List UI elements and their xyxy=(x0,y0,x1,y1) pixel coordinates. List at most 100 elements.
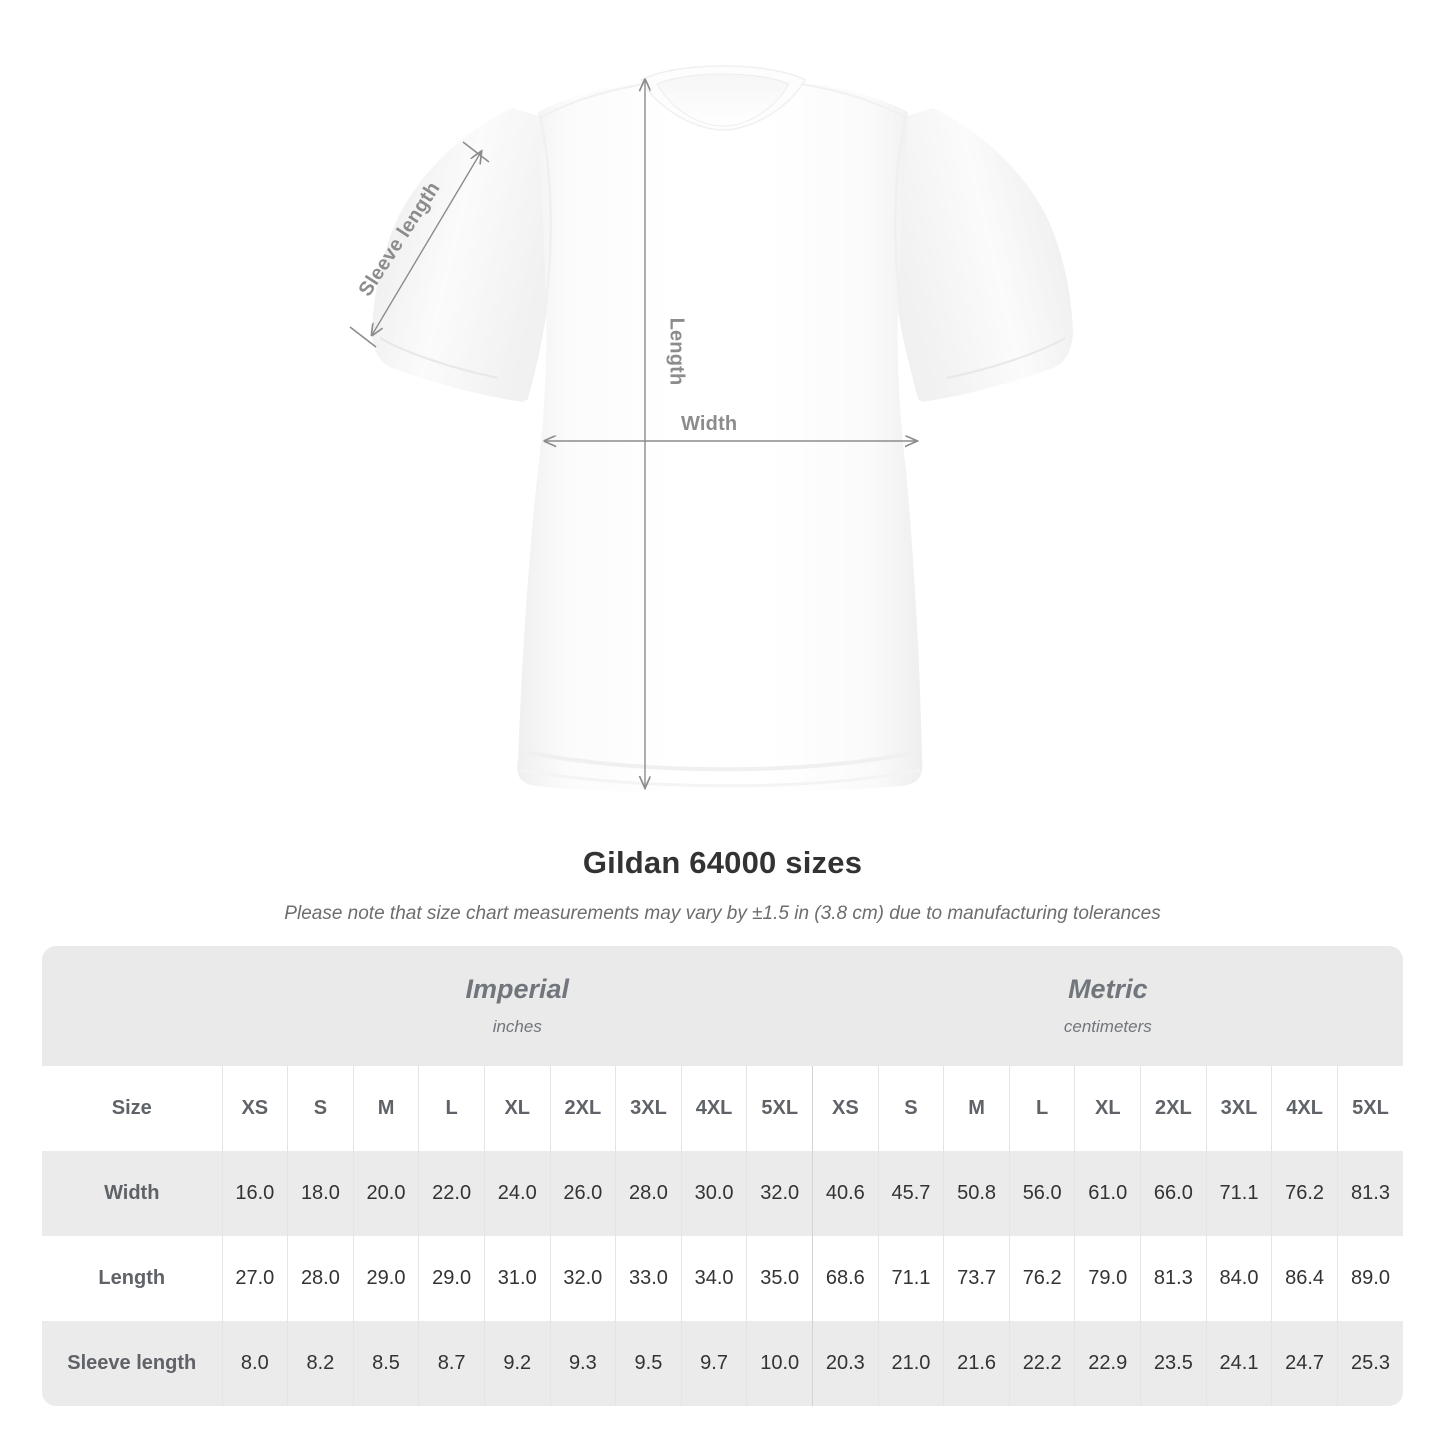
measurement-cell: 10.0 xyxy=(746,1321,813,1406)
size-header-cell: 2XL xyxy=(1140,1066,1207,1151)
measurement-cell: 29.0 xyxy=(352,1236,419,1321)
size-header-cell: S xyxy=(287,1066,354,1151)
measurement-cell: 20.3 xyxy=(812,1321,879,1406)
size-header-cell: XL xyxy=(1074,1066,1141,1151)
measurement-cell: 61.0 xyxy=(1074,1151,1141,1236)
measurement-cell: 27.0 xyxy=(221,1236,288,1321)
collar-opening xyxy=(656,73,790,127)
measurement-cell: 30.0 xyxy=(680,1151,747,1236)
measurement-cell: 32.0 xyxy=(746,1151,813,1236)
row-header-sleeve-length: Sleeve length xyxy=(42,1321,222,1406)
sleeve-tick-bottom xyxy=(349,326,377,348)
group-unit: centimeters xyxy=(1063,1016,1152,1036)
measurement-cell: 24.0 xyxy=(483,1151,551,1236)
hem-line xyxy=(523,750,919,772)
hem-line-2 xyxy=(519,768,921,788)
measurement-cell: 31.0 xyxy=(483,1236,551,1321)
measurement-cell: 24.1 xyxy=(1205,1321,1272,1406)
right-sleeve-hem xyxy=(946,337,1066,379)
group-header-imperial: Imperial inches xyxy=(222,946,813,1066)
measurement-cell: 8.5 xyxy=(352,1321,419,1406)
left-sleeve-hem xyxy=(379,337,499,379)
measurement-cell: 25.3 xyxy=(1336,1321,1403,1406)
size-header-cell: M xyxy=(943,1066,1010,1151)
measurement-cell: 16.0 xyxy=(221,1151,288,1236)
measurement-cell: 9.5 xyxy=(615,1321,682,1406)
measurement-cell: 73.7 xyxy=(943,1236,1010,1321)
group-unit: inches xyxy=(492,1016,542,1036)
measurement-cell: 71.1 xyxy=(1205,1151,1272,1236)
size-header-cell: 3XL xyxy=(615,1066,682,1151)
measurement-cell: 76.2 xyxy=(1008,1236,1075,1321)
size-header-cell: 4XL xyxy=(1271,1066,1338,1151)
measurement-cell: 9.2 xyxy=(483,1321,551,1406)
measurement-cell: 24.7 xyxy=(1271,1321,1338,1406)
tshirt-illustration xyxy=(349,65,1073,793)
left-armhole-seam xyxy=(524,115,552,401)
size-header-cell: 2XL xyxy=(549,1066,616,1151)
size-header-cell: XL xyxy=(483,1066,551,1151)
table-row: Width 16.0 18.0 20.0 22.0 24.0 26.0 28.0 30.0 32.… xyxy=(42,1151,1403,1236)
measurement-cell: 40.6 xyxy=(812,1151,879,1236)
size-header-cell: XS xyxy=(221,1066,288,1151)
row-header-size: Size xyxy=(42,1066,222,1151)
measurement-cell: 32.0 xyxy=(549,1236,616,1321)
size-chart-table: Imperial inches Metric centimeters Size XS S M L… xyxy=(42,946,1403,1406)
size-header-cell: 4XL xyxy=(680,1066,747,1151)
measurement-cell: 89.0 xyxy=(1336,1236,1403,1321)
size-header-cell: M xyxy=(352,1066,419,1151)
measurement-cell: 33.0 xyxy=(615,1236,682,1321)
right-shoulder-seam xyxy=(800,83,907,119)
left-shoulder-seam xyxy=(539,83,646,119)
table-row: Length 27.0 28.0 29.0 29.0 31.0 32.0 33.0 34.0 35… xyxy=(42,1236,1403,1321)
measurement-cell: 20.0 xyxy=(352,1151,419,1236)
group-header-metric: Metric centimeters xyxy=(812,946,1403,1066)
tshirt-diagram: Sleeve length Length Width xyxy=(349,65,1073,793)
measurement-cell: 45.7 xyxy=(877,1151,944,1236)
sleeve-length-arrow xyxy=(372,152,481,335)
measurement-cell: 8.7 xyxy=(418,1321,485,1406)
measurement-cell: 29.0 xyxy=(418,1236,485,1321)
measurement-cell: 21.0 xyxy=(877,1321,944,1406)
row-header-width: Width xyxy=(42,1151,222,1236)
right-sleeve xyxy=(891,108,1073,402)
group-name: Metric xyxy=(1068,974,1148,1005)
size-header-cell: 3XL xyxy=(1205,1066,1272,1151)
measurement-cell: 8.2 xyxy=(287,1321,354,1406)
size-header-cell: L xyxy=(1008,1066,1075,1151)
tolerance-note: Please note that size chart measurements… xyxy=(284,903,1161,924)
measurement-cell: 9.3 xyxy=(549,1321,616,1406)
page-title: Gildan 64000 sizes xyxy=(582,845,863,880)
measurement-cell: 34.0 xyxy=(680,1236,747,1321)
measurement-cell: 28.0 xyxy=(615,1151,682,1236)
measurement-cell: 71.1 xyxy=(877,1236,944,1321)
measurement-cell: 22.9 xyxy=(1074,1321,1141,1406)
size-header-cell: S xyxy=(877,1066,944,1151)
measurement-cell: 81.3 xyxy=(1140,1236,1207,1321)
size-header-cell: 5XL xyxy=(1336,1066,1403,1151)
chart-title-block: Gildan 64000 sizes Please note that size… xyxy=(0,845,1445,925)
table-group-header-row: Imperial inches Metric centimeters xyxy=(42,946,1403,1066)
size-header-cell: 5XL xyxy=(746,1066,813,1151)
measurement-cell: 18.0 xyxy=(287,1151,354,1236)
measurement-cell: 79.0 xyxy=(1074,1236,1141,1321)
measurement-cell: 22.2 xyxy=(1008,1321,1075,1406)
measurement-cell: 23.5 xyxy=(1140,1321,1207,1406)
measurement-cell: 21.6 xyxy=(943,1321,1010,1406)
size-header-cell: L xyxy=(418,1066,485,1151)
shirt-body xyxy=(517,82,923,793)
row-header-length: Length xyxy=(42,1236,222,1321)
size-header-cell: XS xyxy=(812,1066,879,1151)
measurement-cell: 22.0 xyxy=(418,1151,485,1236)
measurement-cell: 66.0 xyxy=(1140,1151,1207,1236)
width-label: Width xyxy=(681,413,738,435)
measurement-cell: 35.0 xyxy=(746,1236,813,1321)
table-row: Sleeve length 8.0 8.2 8.5 8.7 9.2 9.3 9.5 9.7 10.… xyxy=(42,1321,1403,1406)
size-chart-table-wrapper: Imperial inches Metric centimeters Size XS S M L… xyxy=(42,946,1403,1406)
measurement-cell: 26.0 xyxy=(549,1151,616,1236)
group-header-spacer xyxy=(42,946,222,1066)
measurement-cell: 84.0 xyxy=(1205,1236,1272,1321)
measurement-cell: 81.3 xyxy=(1336,1151,1403,1236)
measurement-cell: 8.0 xyxy=(221,1321,288,1406)
measurement-cell: 28.0 xyxy=(287,1236,354,1321)
